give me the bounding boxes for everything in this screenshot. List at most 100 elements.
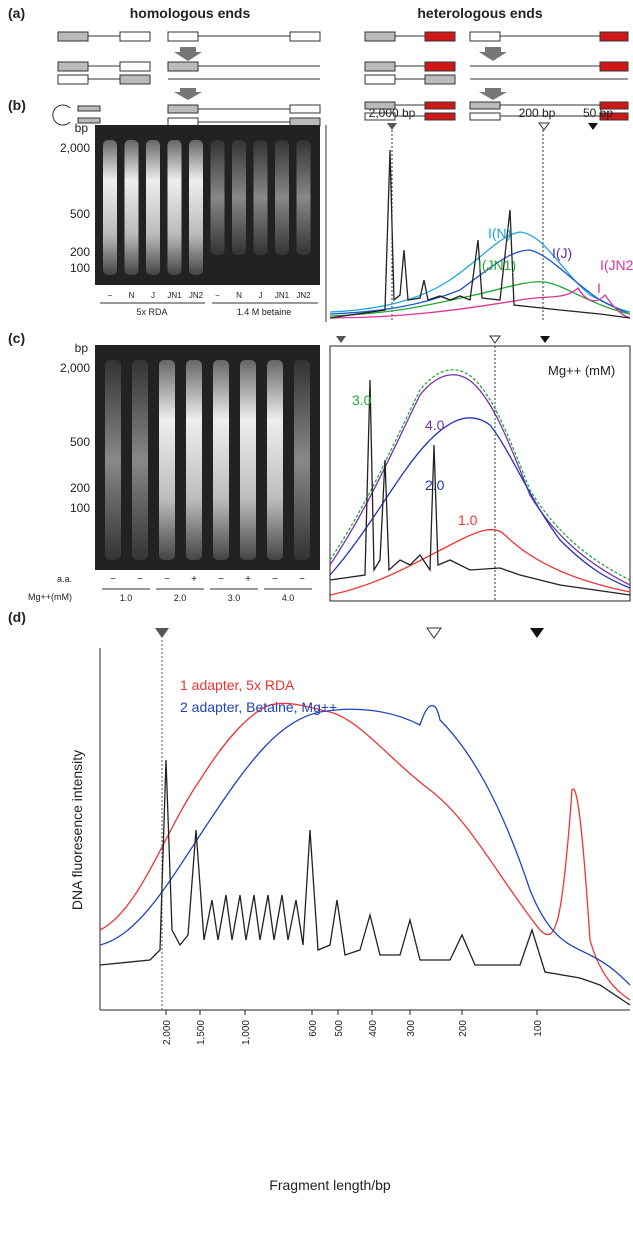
group-label: 3.0 (228, 593, 241, 603)
panel-label: (b) (8, 97, 26, 113)
panel-c: (c) bp 2,000 500 200 100 a.a. Mg++(mM) − − − +… (8, 330, 631, 603)
gel-lane (159, 360, 175, 560)
x-tick-label: 100 (533, 1020, 544, 1037)
gel-lane (267, 360, 283, 560)
schematic (52, 31, 629, 127)
lane-label: − (218, 574, 224, 585)
gel-lane (132, 360, 148, 560)
legend-title: Mg++ (mM) (548, 363, 615, 378)
gel-lane (210, 140, 225, 255)
ladder-label: 100 (70, 261, 90, 275)
ladder: 2,000 500 200 100 (60, 141, 90, 275)
x-tick-label: 300 (406, 1020, 417, 1037)
x-tick-label: 600 (308, 1020, 319, 1037)
lane-label: − (272, 574, 278, 585)
gel-lane (167, 140, 182, 275)
gel-lane (240, 360, 256, 560)
gel-lanes (103, 140, 311, 275)
lane-labels: − − − + − + − −1.0 2.0 3.0 4.0 (102, 574, 312, 603)
gel-lane (275, 140, 289, 255)
gel-lane (189, 140, 203, 275)
trace-label: I (597, 280, 601, 296)
gel-lane (103, 140, 117, 275)
panel-b: (b) bp 2,000 500 200 100 − N J JN1 JN2 − N J JN1 JN2… (8, 97, 633, 322)
lane-label: JN2 (296, 291, 311, 300)
x-tick-labels: 2,000 1,500 1,000 600 500 400 300 200 100 (162, 1010, 544, 1045)
legend-entry: 2 adapter, Betaine, Mg++ (180, 699, 337, 715)
panel-label: (a) (8, 5, 25, 21)
x-tick-label: 1,500 (196, 1020, 207, 1045)
ladder-label: 100 (70, 501, 90, 515)
gel-lane (232, 140, 246, 255)
group-label: 5x RDA (136, 307, 167, 317)
x-tick-label: 1,000 (241, 1020, 252, 1045)
panel-title: homologous ends (130, 5, 251, 21)
trace-label: I(J) (552, 245, 572, 261)
trace-label: 3.0 (352, 392, 372, 408)
group-label: 4.0 (282, 593, 295, 603)
panel-label: (c) (8, 330, 25, 346)
x-axis-label: Fragment length/bp (269, 1177, 391, 1193)
lane-label: − (215, 291, 220, 300)
x-tick-label: 200 (458, 1020, 469, 1037)
x-tick-label: 2,000 (162, 1020, 173, 1045)
gel-unit: bp (75, 121, 89, 135)
lane-label: − (110, 574, 116, 585)
ladder-label: 500 (70, 207, 90, 221)
panel-title: heterologous ends (417, 5, 542, 21)
ladder-label: 200 (70, 481, 90, 495)
trace-label: 4.0 (425, 417, 445, 433)
gel-lane (253, 140, 268, 255)
lane-label: JN1 (275, 291, 290, 300)
plot-frame (329, 345, 631, 602)
gel-lane (105, 360, 121, 560)
group-label: 1.0 (120, 593, 133, 603)
trace-label: 2.0 (425, 477, 445, 493)
x-tick-label: 500 (334, 1020, 345, 1037)
row-label: a.a. (57, 574, 72, 584)
marker-label: 50 bp (583, 106, 613, 120)
marker-label: 2,000 bp (369, 106, 416, 120)
ladder-label: 200 (70, 245, 90, 259)
gel-lane (124, 140, 139, 275)
panel-a: (a) homologous ends heterologous ends (8, 5, 629, 127)
group-label: 2.0 (174, 593, 187, 603)
x-tick-label: 400 (368, 1020, 379, 1037)
ladder: 2,000 500 200 100 (60, 361, 90, 515)
gel-lane (186, 360, 202, 560)
lane-labels: − N J JN1 JN2 − N J JN1 JN2 5x RDA 1.4 M betaine (100, 291, 318, 317)
lane-label: − (164, 574, 170, 585)
lane-label: − (108, 291, 113, 300)
lane-label: N (129, 291, 135, 300)
gel-lane (294, 360, 310, 560)
lane-label: JN1 (167, 291, 182, 300)
gel-lane (146, 140, 160, 275)
ladder-label: 500 (70, 435, 90, 449)
lane-label: − (299, 574, 305, 585)
marker-label: 200 bp (519, 106, 556, 120)
lane-label: + (245, 574, 251, 585)
lane-label: JN2 (189, 291, 204, 300)
trace-label: I(JN2) (600, 257, 633, 273)
trace-label: 1.0 (458, 512, 478, 528)
legend-entry: 1 adapter, 5x RDA (180, 677, 295, 693)
gel-lanes (105, 360, 310, 560)
panel-d: (d) 1 adapter, 5x RDA 2 adapter, Betaine… (8, 609, 631, 1193)
lane-label: + (191, 574, 197, 585)
gel (95, 345, 320, 570)
row-label: Mg++(mM) (28, 592, 72, 602)
gel-lane (296, 140, 311, 255)
trace-label: I(N) (488, 225, 511, 241)
gel-lane (213, 360, 229, 560)
group-label: 1.4 M betaine (237, 307, 292, 317)
panel-label: (d) (8, 609, 26, 625)
ladder-label: 2,000 (60, 141, 90, 155)
trace-label: I(JN1) (478, 257, 516, 273)
ladder-label: 2,000 (60, 361, 90, 375)
lane-label: − (137, 574, 143, 585)
lane-label: J (151, 291, 155, 300)
y-axis-label: DNA fluoresence intensity (69, 750, 85, 910)
lane-label: N (236, 291, 242, 300)
lane-label: J (259, 291, 263, 300)
